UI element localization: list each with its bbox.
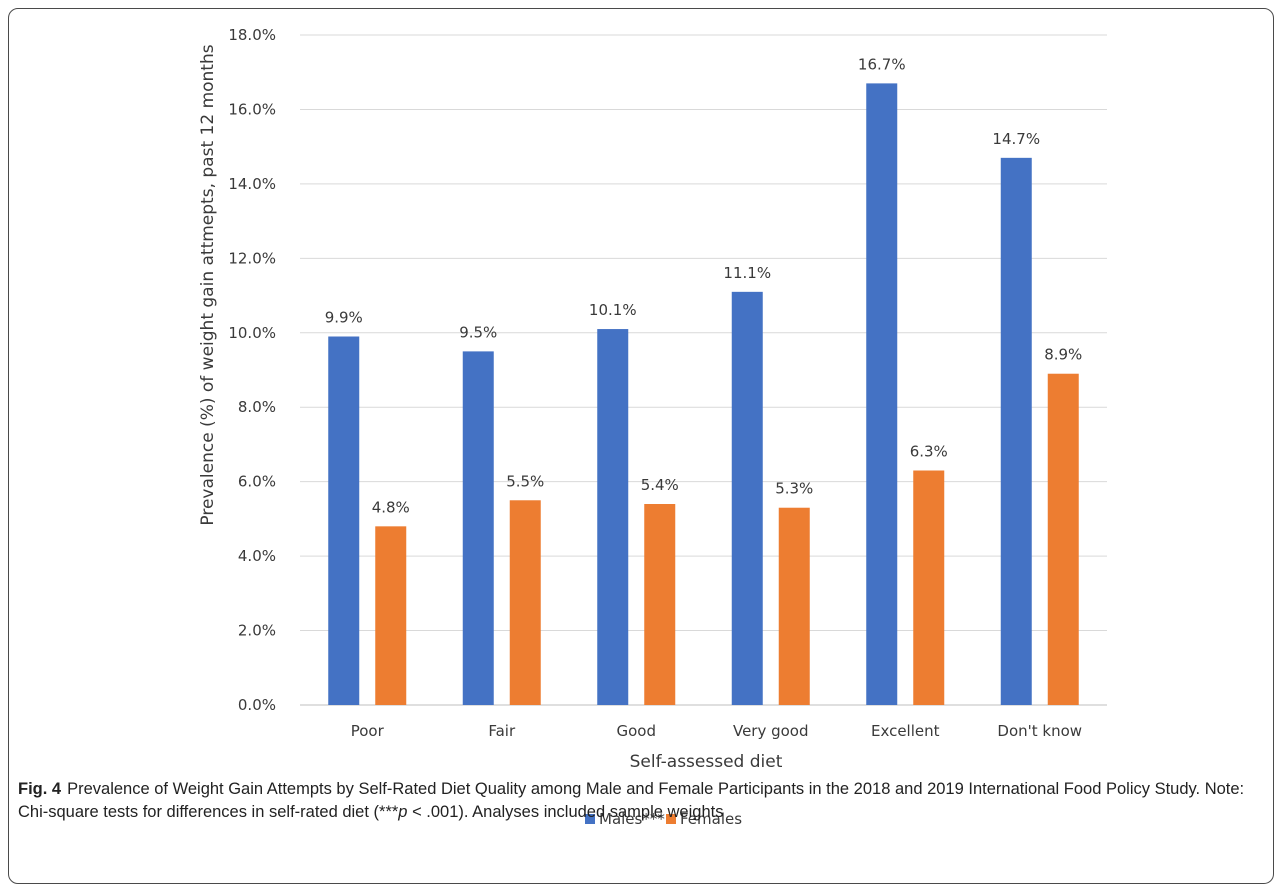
data-label: 5.3% bbox=[775, 480, 813, 498]
y-tick-label: 16.0% bbox=[228, 100, 276, 118]
y-tick-label: 18.0% bbox=[228, 26, 276, 44]
figure-caption: Fig. 4 Prevalence of Weight Gain Attempts… bbox=[18, 778, 1268, 824]
data-label: 11.1% bbox=[723, 264, 771, 282]
bar-females bbox=[375, 526, 407, 705]
y-tick-label: 6.0% bbox=[238, 473, 276, 491]
data-label: 16.7% bbox=[858, 55, 906, 73]
bar-males bbox=[731, 291, 763, 705]
legend-swatch-males bbox=[585, 814, 595, 824]
data-label: 9.9% bbox=[325, 309, 363, 327]
caption-text-end: < .001). Analyses included sample weight… bbox=[407, 803, 724, 821]
bar-females bbox=[778, 507, 810, 705]
x-tick-label: Fair bbox=[488, 722, 516, 740]
data-label: 14.7% bbox=[992, 130, 1040, 148]
bar-females bbox=[1047, 373, 1079, 705]
x-axis-title: Self-assessed diet bbox=[630, 752, 783, 772]
data-label: 10.1% bbox=[589, 301, 637, 319]
data-label: 5.4% bbox=[641, 476, 679, 494]
y-axis-title: Prevalence (%) of weight gain attmepts, … bbox=[198, 44, 218, 525]
bar-females bbox=[913, 470, 945, 705]
bar-males bbox=[866, 83, 898, 705]
legend-label-females: Females bbox=[680, 810, 742, 828]
data-label: 9.5% bbox=[459, 323, 497, 341]
data-label: 4.8% bbox=[372, 498, 410, 516]
y-tick-label: 4.0% bbox=[238, 547, 276, 565]
y-tick-label: 0.0% bbox=[238, 696, 276, 714]
y-tick-label: 14.0% bbox=[228, 175, 276, 193]
x-tick-label: Good bbox=[617, 722, 657, 740]
caption-text: Prevalence of Weight Gain Attempts by Se… bbox=[18, 780, 1245, 821]
bar-males bbox=[462, 351, 494, 705]
figure-label: Fig. 4 bbox=[18, 780, 62, 798]
bar-males bbox=[1000, 157, 1032, 706]
caption-p-symbol: p bbox=[398, 803, 408, 821]
x-tick-labels: Poor Fair Good Very good Excellent Don't know bbox=[351, 722, 1082, 740]
x-tick-label: Excellent bbox=[871, 722, 940, 740]
data-label: 8.9% bbox=[1044, 346, 1082, 364]
bar-females bbox=[644, 504, 676, 705]
legend-swatch-females bbox=[666, 814, 676, 824]
data-labels: 9.9% 4.8% 9.5% 5.5% 10.1% 5.4% 11.1% 5.3% 16.7% 6… bbox=[325, 55, 1083, 516]
y-tick-label: 8.0% bbox=[238, 398, 276, 416]
bar-males bbox=[328, 336, 360, 705]
caption-stars: *** bbox=[379, 803, 399, 821]
y-tick-label: 12.0% bbox=[228, 249, 276, 267]
y-tick-label: 10.0% bbox=[228, 324, 276, 342]
bar-males bbox=[597, 329, 629, 705]
y-tick-label: 2.0% bbox=[238, 622, 276, 640]
x-tick-label: Don't know bbox=[997, 722, 1082, 740]
y-tick-labels: 0.0% 2.0% 4.0% 6.0% 8.0% 10.0% 12.0% 14.0% 16.0%… bbox=[228, 26, 276, 714]
bars bbox=[328, 83, 1079, 706]
data-label: 6.3% bbox=[910, 443, 948, 461]
data-label: 5.5% bbox=[506, 472, 544, 490]
bar-females bbox=[509, 500, 541, 705]
legend: Males*** Females bbox=[585, 810, 742, 828]
x-tick-label: Poor bbox=[351, 722, 385, 740]
legend-label-males: Males*** bbox=[599, 810, 665, 828]
x-tick-label: Very good bbox=[733, 722, 809, 740]
gridlines bbox=[300, 34, 1107, 706]
